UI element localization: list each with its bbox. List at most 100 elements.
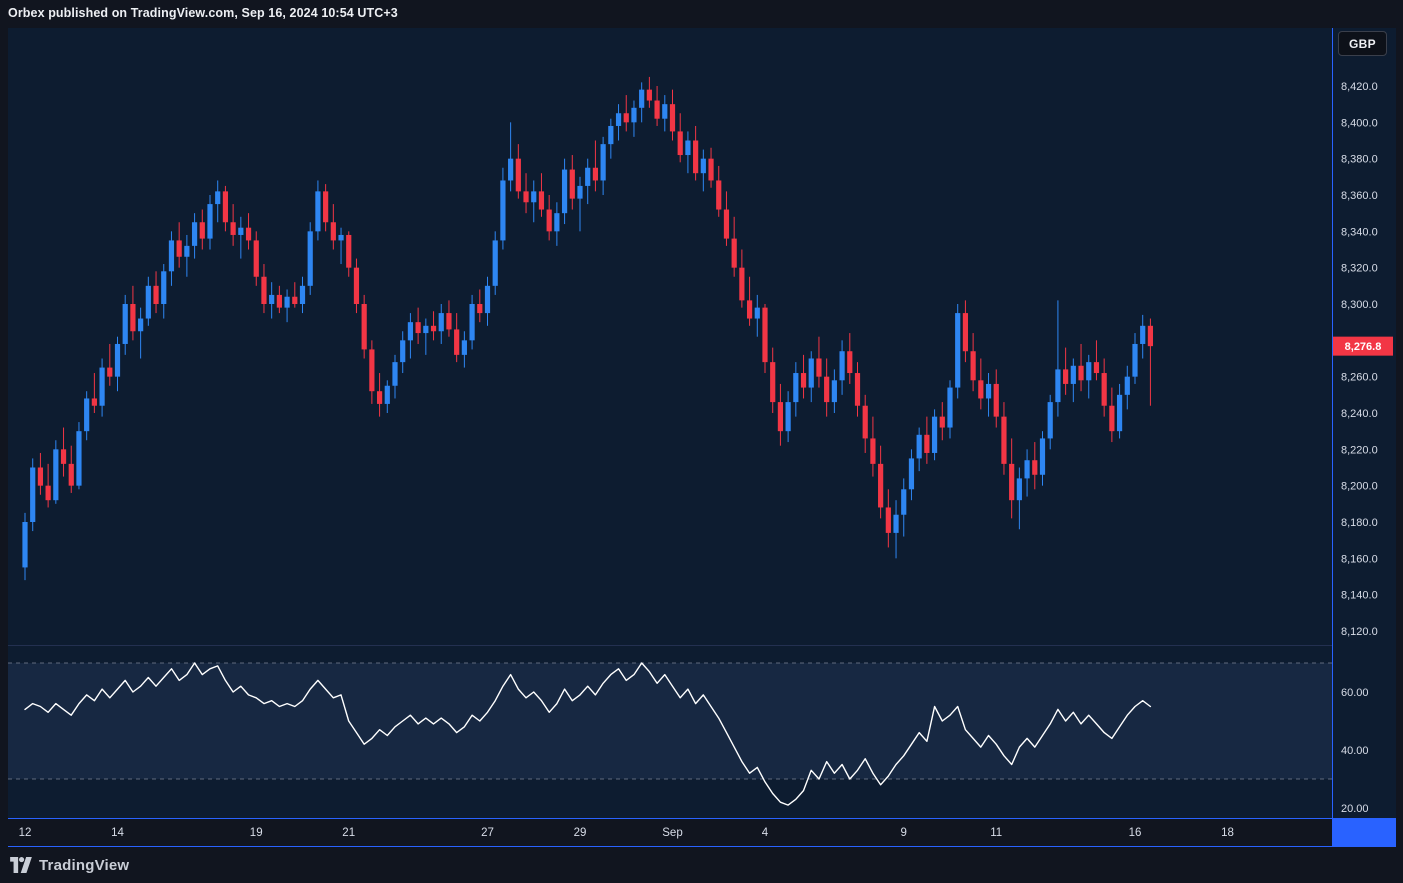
price-axis-label: 8,140.0 bbox=[1341, 590, 1378, 602]
price-axis-label: 8,400.0 bbox=[1341, 117, 1378, 129]
candle-body bbox=[477, 304, 483, 314]
candle-body bbox=[993, 383, 999, 417]
candle-body bbox=[199, 222, 205, 239]
price-axis-label: 8,360.0 bbox=[1341, 190, 1378, 202]
candle-body bbox=[361, 304, 367, 350]
candle-body bbox=[53, 449, 59, 501]
candle-body bbox=[1140, 325, 1146, 344]
candle-body bbox=[893, 514, 899, 533]
last-price-label: 8,276.8 bbox=[1345, 341, 1382, 353]
candle-body bbox=[153, 285, 159, 304]
candle-body bbox=[245, 227, 252, 241]
candle-body bbox=[908, 458, 915, 490]
candle-body bbox=[292, 296, 298, 304]
rsi-axis-label: 40.00 bbox=[1341, 745, 1369, 757]
candle-body bbox=[1109, 405, 1115, 432]
candle-body bbox=[215, 191, 221, 205]
candle-body bbox=[1047, 402, 1053, 439]
candle-body bbox=[1086, 362, 1092, 381]
time-axis-label: 16 bbox=[1129, 827, 1142, 839]
candle-body bbox=[1055, 369, 1061, 403]
candle-body bbox=[531, 191, 537, 203]
candle-body bbox=[392, 362, 398, 386]
candle-body bbox=[230, 222, 236, 235]
candle-body bbox=[423, 325, 429, 334]
candle-body bbox=[315, 191, 321, 232]
time-axis-label: 21 bbox=[342, 827, 355, 839]
candle-body bbox=[1001, 416, 1007, 464]
candle-body bbox=[754, 307, 760, 319]
candle-body bbox=[669, 104, 676, 132]
candle-body bbox=[561, 169, 568, 214]
candle-body bbox=[762, 307, 768, 363]
candle-body bbox=[37, 467, 44, 486]
candle-body bbox=[985, 383, 992, 399]
candle-body bbox=[970, 351, 976, 381]
candle-body bbox=[878, 463, 884, 508]
candle-body bbox=[523, 191, 529, 203]
candle-body bbox=[1063, 369, 1069, 384]
time-axis-label: 12 bbox=[19, 827, 32, 839]
time-axis-label: 19 bbox=[250, 827, 263, 839]
currency-badge-label: GBP bbox=[1349, 36, 1376, 51]
candle-body bbox=[168, 240, 175, 272]
candle-body bbox=[785, 402, 791, 432]
candle-body bbox=[631, 107, 637, 123]
candle-body bbox=[1124, 376, 1130, 395]
candle-body bbox=[639, 89, 645, 108]
tradingview-logo-icon bbox=[10, 857, 32, 873]
candle-body bbox=[515, 158, 521, 192]
candle-body bbox=[1101, 373, 1107, 406]
candle-body bbox=[916, 434, 922, 459]
candle-body bbox=[91, 398, 97, 406]
candle-body bbox=[138, 318, 144, 332]
candle-body bbox=[793, 373, 799, 403]
candle-body bbox=[207, 204, 213, 239]
candle-body bbox=[847, 351, 853, 374]
candle-body bbox=[330, 222, 336, 241]
candle-body bbox=[1093, 362, 1100, 374]
candle-body bbox=[947, 387, 953, 428]
rsi-band bbox=[8, 663, 1332, 779]
candle-body bbox=[924, 434, 930, 453]
candle-body bbox=[662, 104, 668, 119]
candle-body bbox=[592, 167, 599, 181]
candle-body bbox=[1016, 478, 1022, 501]
candle-body bbox=[839, 351, 845, 381]
candle-body bbox=[615, 113, 622, 126]
candle-body bbox=[384, 385, 390, 404]
candle-body bbox=[114, 343, 121, 377]
candle-body bbox=[400, 340, 406, 363]
price-axis-label: 8,180.0 bbox=[1341, 517, 1378, 529]
candle-body bbox=[191, 222, 198, 246]
price-axis-label: 8,200.0 bbox=[1341, 481, 1378, 493]
candle-body bbox=[808, 358, 814, 388]
price-axis-label: 8,300.0 bbox=[1341, 299, 1378, 311]
candle-body bbox=[415, 322, 421, 334]
candle-body bbox=[307, 231, 313, 286]
candle-body bbox=[831, 380, 837, 403]
candle-body bbox=[430, 325, 437, 332]
candle-body bbox=[1078, 365, 1084, 381]
candle-body bbox=[569, 169, 575, 199]
candle-body bbox=[130, 304, 136, 332]
candle-body bbox=[1116, 394, 1123, 432]
candle-body bbox=[446, 313, 452, 330]
tradingview-attribution-bar[interactable]: TradingView bbox=[10, 853, 129, 877]
candle-body bbox=[1009, 463, 1015, 501]
candle-body bbox=[955, 313, 961, 388]
candle-body bbox=[978, 380, 984, 399]
candle-body bbox=[646, 89, 652, 101]
rsi-line bbox=[24, 662, 1152, 806]
price-axis-label: 8,220.0 bbox=[1341, 444, 1378, 456]
price-axis-label: 8,320.0 bbox=[1341, 263, 1378, 275]
currency-badge[interactable]: GBP bbox=[1338, 31, 1387, 56]
time-axis-label: 18 bbox=[1221, 827, 1234, 839]
candle-body bbox=[538, 191, 545, 210]
candle-body bbox=[500, 180, 506, 241]
candle-body bbox=[716, 180, 722, 210]
candle-body bbox=[107, 367, 113, 377]
candle-body bbox=[454, 329, 460, 355]
candle-body bbox=[1070, 365, 1076, 384]
